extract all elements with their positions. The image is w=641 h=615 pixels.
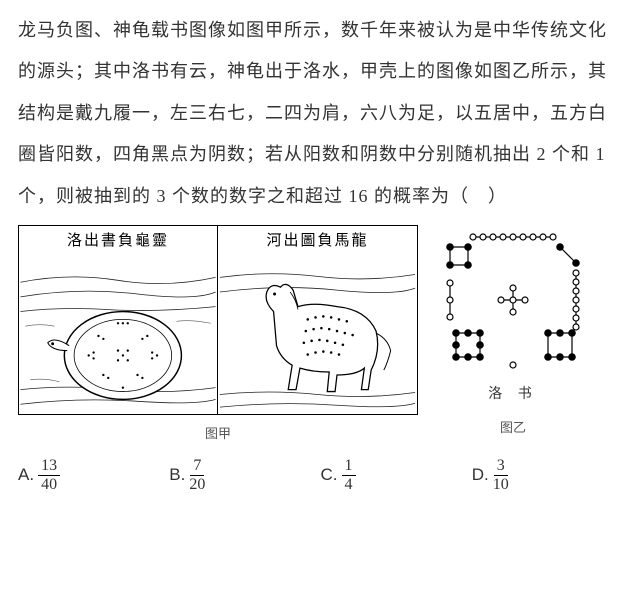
option-c-num: 1: [342, 458, 356, 476]
options-row: A. 13 40 B. 7 20 C. 1 4 D. 3 10: [18, 458, 623, 493]
figure-jia-caption: 图甲: [205, 423, 231, 442]
option-c-den: 4: [345, 476, 353, 493]
figure-jia-right-title: 河出圖負馬龍: [218, 226, 417, 253]
option-b[interactable]: B. 7 20: [169, 458, 320, 493]
option-d-fraction: 3 10: [493, 458, 509, 493]
option-a-letter: A.: [18, 465, 34, 485]
figures-row: 洛出書負龜靈: [18, 225, 623, 442]
figure-yi-caption: 图乙: [500, 417, 526, 436]
figure-jia-box: 洛出書負龜靈: [18, 225, 418, 415]
figure-jia: 洛出書負龜靈: [18, 225, 418, 442]
option-a[interactable]: A. 13 40: [18, 458, 169, 493]
luoshu-label: 洛 书: [488, 383, 538, 403]
figure-jia-left-title: 洛出書負龜靈: [19, 226, 217, 253]
option-a-num: 13: [38, 458, 60, 476]
option-b-fraction: 7 20: [189, 458, 205, 493]
option-d-den: 10: [493, 476, 509, 493]
option-c-fraction: 1 4: [342, 458, 356, 493]
option-d[interactable]: D. 3 10: [472, 458, 623, 493]
option-a-fraction: 13 40: [38, 458, 60, 493]
figure-jia-left-panel: 洛出書負龜靈: [19, 226, 218, 414]
figure-yi: 洛 书 图乙: [438, 225, 588, 436]
turtle-drawing: [19, 253, 217, 414]
option-c[interactable]: C. 1 4: [321, 458, 472, 493]
figure-jia-right-panel: 河出圖負馬龍: [218, 226, 417, 414]
option-d-num: 3: [494, 458, 508, 476]
option-b-letter: B.: [169, 465, 185, 485]
option-b-num: 7: [190, 458, 204, 476]
option-a-den: 40: [41, 476, 57, 493]
horse-drawing: [218, 253, 417, 414]
question-text: 龙马负图、神龟载书图像如图甲所示，数千年来被认为是中华传统文化的源头；其中洛书有…: [18, 10, 623, 217]
luoshu-diagram: [438, 225, 588, 375]
option-c-letter: C.: [321, 465, 338, 485]
option-d-letter: D.: [472, 465, 489, 485]
option-b-den: 20: [189, 476, 205, 493]
